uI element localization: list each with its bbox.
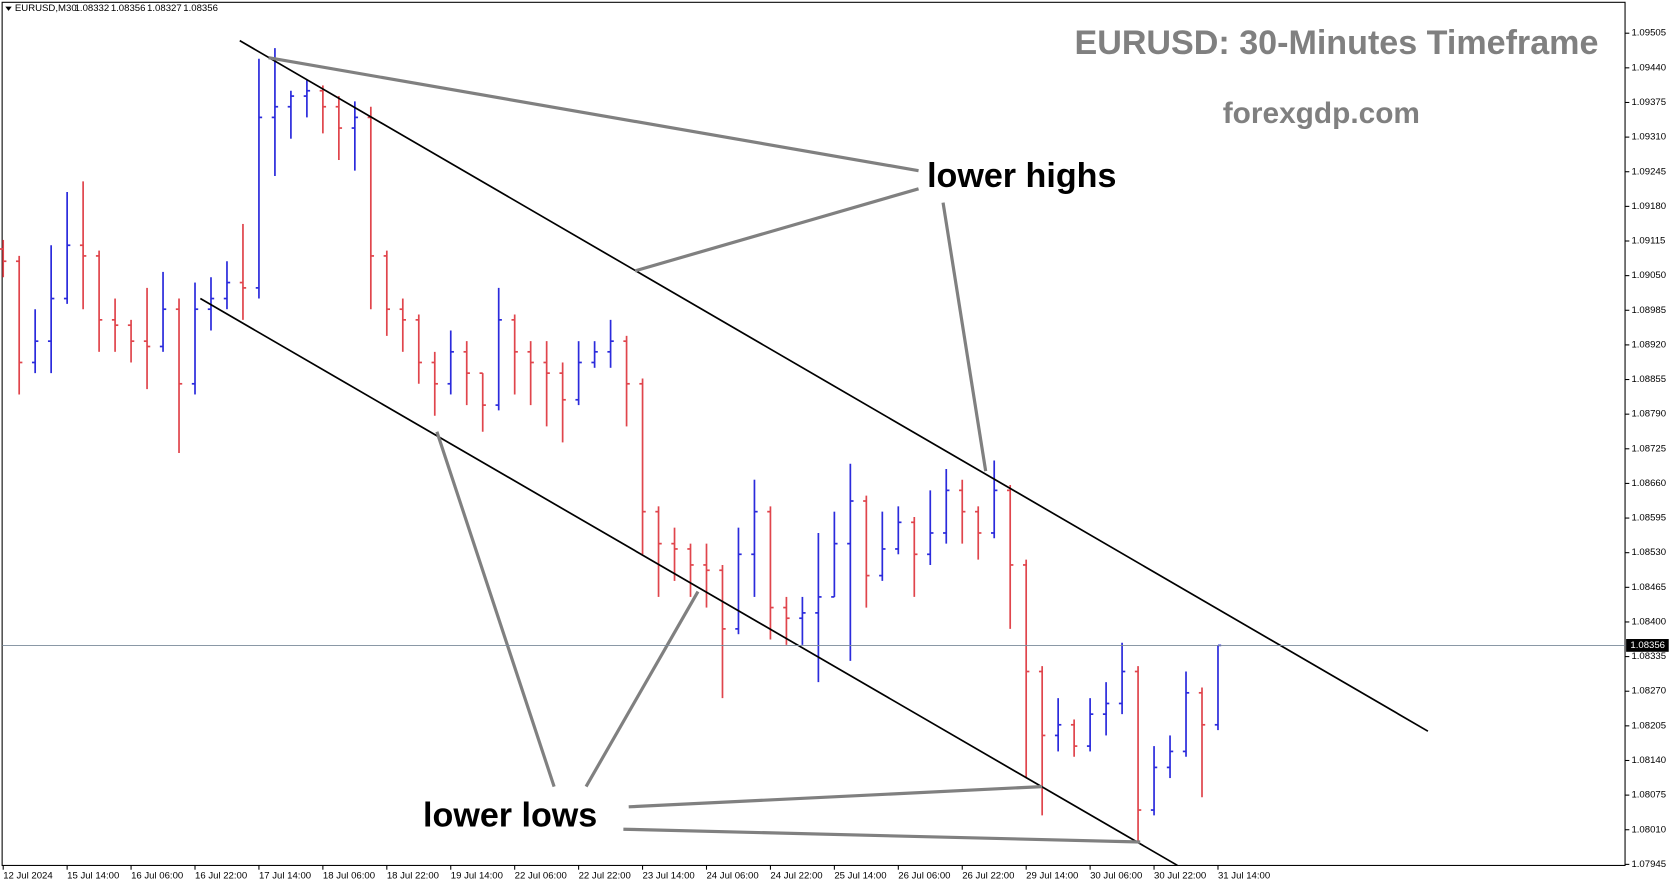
y-tick-label: 1.09375 xyxy=(1631,97,1666,108)
y-tick-label: 1.08140 xyxy=(1631,755,1666,766)
x-tick-label: 23 Jul 14:00 xyxy=(643,871,695,882)
current-price-label: 1.08356 xyxy=(1630,640,1665,651)
y-tick-label: 1.08010 xyxy=(1631,824,1666,835)
y-tick-label: 1.08725 xyxy=(1631,443,1666,454)
y-tick-label: 1.08335 xyxy=(1631,651,1666,662)
annotation: lower highs xyxy=(927,157,1116,195)
y-tick-label: 1.08790 xyxy=(1631,409,1666,420)
x-tick-label: 29 Jul 14:00 xyxy=(1026,871,1078,882)
bars xyxy=(0,48,1222,843)
y-tick-label: 1.08855 xyxy=(1631,374,1666,385)
x-tick-label: 18 Jul 22:00 xyxy=(387,871,439,882)
y-tick-label: 1.08270 xyxy=(1631,686,1666,697)
chart-subtitle: forexgdp.com xyxy=(1223,97,1420,130)
pointer-line xyxy=(623,827,1141,844)
x-tick-label: 31 Jul 14:00 xyxy=(1218,871,1270,882)
current-price-box xyxy=(1626,639,1669,652)
pointer-line xyxy=(435,431,556,788)
y-tick-label: 1.09310 xyxy=(1631,132,1666,143)
lower-channel-line xyxy=(199,297,1178,867)
y-tick-label: 1.08985 xyxy=(1631,305,1666,316)
y-tick-label: 1.09505 xyxy=(1631,28,1666,39)
y-tick-label: 1.08400 xyxy=(1631,616,1666,627)
x-tick-label: 17 Jul 14:00 xyxy=(259,871,311,882)
header-value: 1.08327 xyxy=(147,3,182,14)
y-tick-label: 1.09050 xyxy=(1631,270,1666,281)
upper-channel-line xyxy=(239,39,1429,732)
symbol-label: EURUSD,M30 xyxy=(15,3,77,14)
y-tick-label: 1.08660 xyxy=(1631,478,1666,489)
x-tick-label: 26 Jul 06:00 xyxy=(898,871,950,882)
x-tick-label: 26 Jul 22:00 xyxy=(962,871,1014,882)
header-value: 1.08332 xyxy=(75,3,110,14)
y-tick-label: 1.09245 xyxy=(1631,166,1666,177)
x-tick-label: 16 Jul 06:00 xyxy=(131,871,183,882)
pointer-line xyxy=(634,187,919,273)
x-tick-label: 19 Jul 14:00 xyxy=(451,871,503,882)
y-tick-label: 1.09180 xyxy=(1631,201,1666,212)
x-tick-label: 18 Jul 06:00 xyxy=(323,871,375,882)
x-tick-label: 22 Jul 06:00 xyxy=(515,871,567,882)
y-tick-label: 1.09440 xyxy=(1631,62,1666,73)
plot-frame xyxy=(1,1,1626,866)
x-tick-label: 12 Jul 2024 xyxy=(3,871,53,882)
pointer-line xyxy=(268,56,919,173)
y-tick-label: 1.08920 xyxy=(1631,339,1666,350)
x-tick-label: 22 Jul 22:00 xyxy=(579,871,631,882)
x-tick-label: 30 Jul 22:00 xyxy=(1154,871,1206,882)
x-tick-label: 16 Jul 22:00 xyxy=(195,871,247,882)
y-tick-label: 1.09115 xyxy=(1631,236,1665,247)
menu-arrow xyxy=(5,6,12,11)
x-tick-label: 25 Jul 14:00 xyxy=(834,871,886,882)
pointer-line xyxy=(584,590,700,788)
x-tick-label: 15 Jul 14:00 xyxy=(67,871,119,882)
y-tick-label: 1.08595 xyxy=(1631,513,1666,524)
pointer-line xyxy=(628,784,1043,809)
y-tick-label: 1.08075 xyxy=(1631,790,1666,801)
annotation: lower lows xyxy=(423,796,597,834)
header-value: 1.08356 xyxy=(111,3,146,14)
x-tick-label: 24 Jul 22:00 xyxy=(770,871,822,882)
chart-title: EURUSD: 30-Minutes Timeframe xyxy=(1074,24,1598,62)
y-tick-label: 1.07945 xyxy=(1631,859,1666,870)
y-tick-label: 1.08530 xyxy=(1631,547,1666,558)
header-value: 1.08356 xyxy=(183,3,218,14)
y-tick-label: 1.08465 xyxy=(1631,582,1666,593)
x-tick-label: 30 Jul 06:00 xyxy=(1090,871,1142,882)
x-tick-label: 24 Jul 06:00 xyxy=(706,871,758,882)
pointer-line xyxy=(941,202,988,472)
y-tick-label: 1.08205 xyxy=(1631,720,1666,731)
